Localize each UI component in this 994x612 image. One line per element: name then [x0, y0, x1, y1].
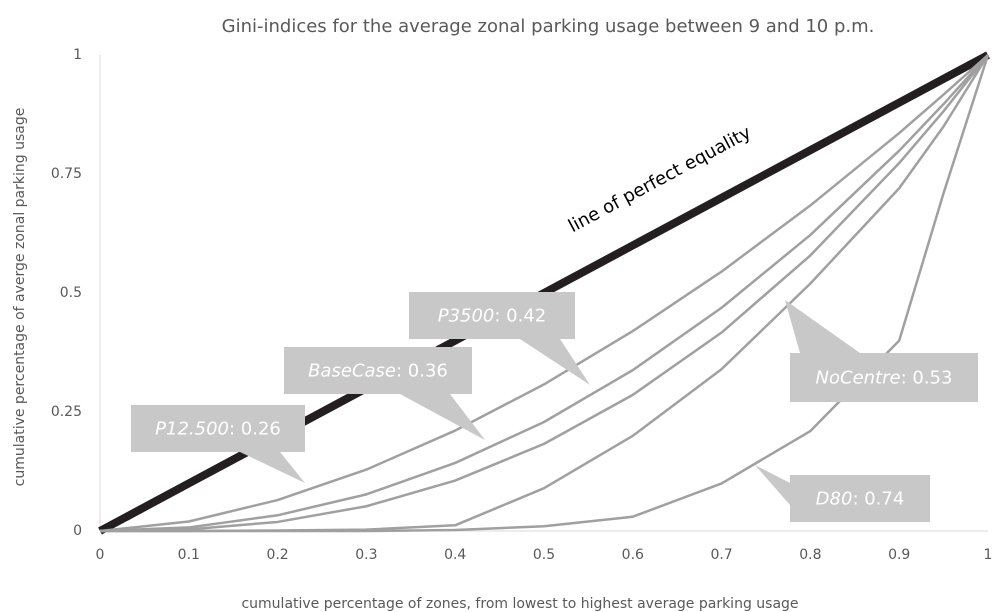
chart-title: Gini-indices for the average zonal parki…: [222, 16, 875, 37]
gini-value: : 0.74: [852, 489, 904, 510]
series-name: BaseCase: [308, 361, 396, 382]
gini-value: : 0.36: [396, 361, 448, 382]
x-tick-label: 0.9: [888, 547, 910, 563]
y-tick-label: 0.25: [51, 404, 82, 420]
callout-box: [790, 475, 930, 522]
callout: NoCentre: 0.53: [785, 300, 978, 402]
y-tick-label: 1: [73, 47, 82, 63]
x-tick-label: 0.5: [533, 547, 555, 563]
gini-value: : 0.42: [494, 306, 546, 327]
callout-pointer: [400, 394, 485, 440]
lorenz-curve: [99, 54, 989, 533]
lorenz-curve: [100, 54, 990, 533]
x-tick-label: 0.1: [178, 547, 200, 563]
callout-pointer: [240, 452, 305, 483]
gini-value: : 0.53: [901, 368, 953, 389]
x-tick-label: 0.3: [355, 547, 377, 563]
callout-pointer: [785, 300, 860, 353]
y-axis-label: cumulative percentage of averge zonal pa…: [12, 108, 28, 487]
x-tick-label: 0.6: [622, 547, 644, 563]
callout-box: [409, 292, 575, 339]
x-tick-label: 0: [96, 547, 105, 563]
series-name: NoCentre: [816, 368, 901, 389]
callout-box: [790, 353, 978, 402]
x-tick-label: 0.4: [444, 547, 466, 563]
lorenz-curve: [99, 54, 989, 533]
callout-pointer: [520, 339, 590, 385]
callout: BaseCase: 0.36: [284, 347, 485, 440]
series-name: P12.500: [155, 419, 229, 440]
x-tick-label: 0.8: [799, 547, 821, 563]
lorenz-curve: [99, 54, 989, 533]
callout-label: P12.500: 0.26: [155, 419, 281, 440]
series-name: P3500: [438, 306, 495, 327]
annotation: line of perfect equality: [565, 122, 755, 237]
callout-label: NoCentre: 0.53: [816, 368, 953, 389]
x-tick-label: 0.7: [710, 547, 732, 563]
callout-pointer: [755, 465, 790, 505]
callout: P12.500: 0.26: [131, 405, 305, 483]
callout-label: D80: 0.74: [816, 489, 905, 510]
callout-box: [131, 405, 305, 452]
y-tick-label: 0.75: [51, 166, 82, 182]
x-tick-label: 1: [984, 547, 993, 563]
callout-label: BaseCase: 0.36: [308, 361, 448, 382]
series-name: D80: [816, 489, 853, 510]
x-tick-label: 0.2: [266, 547, 288, 563]
callout: D80: 0.74: [755, 465, 930, 522]
callout: P3500: 0.42: [409, 292, 590, 385]
gini-value: : 0.26: [229, 419, 281, 440]
callout-box: [284, 347, 472, 394]
callout-label: P3500: 0.42: [438, 306, 547, 327]
y-tick-label: 0.5: [60, 285, 82, 301]
x-axis-label: cumulative percentage of zones, from low…: [241, 596, 798, 612]
y-tick-label: 0: [73, 523, 82, 539]
